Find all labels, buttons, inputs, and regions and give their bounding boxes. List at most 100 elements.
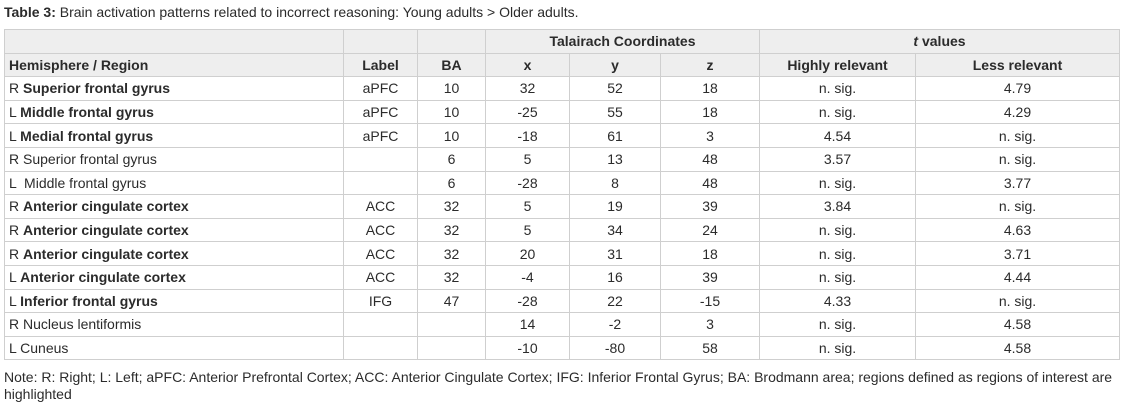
hemisphere: L — [9, 127, 21, 144]
cell-ba: 32 — [417, 264, 486, 290]
cell-ba: 32 — [417, 217, 486, 243]
col-header-highly-relevant: Highly relevant — [759, 52, 916, 78]
cell-highly-relevant: 4.33 — [759, 288, 916, 314]
cell-region: L Inferior frontal gyrus — [4, 288, 344, 314]
header-talairach: Talairach Coordinates — [485, 29, 760, 54]
table-row: R Superior frontal gyrus 6 5 13 48 3.57 n. sig… — [4, 146, 1120, 172]
cell-z: 18 — [660, 76, 760, 101]
region-name: Middle frontal gyrus — [24, 174, 147, 191]
cell-x: 32 — [485, 76, 570, 101]
cell-region: L Middle frontal gyrus — [4, 99, 344, 125]
cell-z: 48 — [660, 170, 760, 196]
caption-text: Brain activation patterns related to inc… — [55, 4, 579, 20]
col-header-region: Hemisphere / Region — [4, 52, 344, 78]
cell-less-relevant: 4.58 — [915, 335, 1120, 361]
region-name: Medial frontal gyrus — [20, 127, 154, 144]
cell-label — [343, 170, 418, 196]
cell-less-relevant: 4.44 — [915, 264, 1120, 290]
cell-y: -80 — [569, 335, 661, 361]
results-table: Talairach Coordinates t values Hemispher… — [4, 29, 1120, 361]
cell-ba: 10 — [417, 76, 486, 101]
cell-highly-relevant: n. sig. — [759, 76, 916, 101]
cell-x: -25 — [485, 99, 570, 125]
cell-z: 39 — [660, 264, 760, 290]
cell-x: 5 — [485, 194, 570, 219]
region-name: Anterior cingulate cortex — [23, 198, 189, 215]
cell-y: 16 — [569, 264, 661, 290]
cell-region: R Nucleus lentiformis — [4, 312, 344, 337]
region-name: Nucleus lentiformis — [23, 316, 142, 333]
cell-ba: 47 — [417, 288, 486, 314]
cell-x: -28 — [485, 170, 570, 196]
col-header-label: Label — [343, 52, 418, 78]
cell-label: ACC — [343, 241, 418, 266]
cell-label — [343, 335, 418, 361]
cell-highly-relevant: n. sig. — [759, 264, 916, 290]
col-header-x: x — [485, 52, 570, 78]
hemisphere: R — [9, 198, 23, 215]
table-row: L Middle frontal gyrus aPFC 10 -25 55 18 n. si… — [4, 99, 1120, 125]
cell-y: -2 — [569, 312, 661, 337]
cell-z: 24 — [660, 217, 760, 243]
hemisphere: L — [9, 174, 25, 191]
cell-less-relevant: 4.79 — [915, 76, 1120, 101]
hemisphere: R — [9, 151, 23, 168]
cell-label — [343, 146, 418, 172]
cell-ba: 32 — [417, 241, 486, 266]
region-name: Anterior cingulate cortex — [20, 269, 186, 286]
cell-label: ACC — [343, 264, 418, 290]
cell-y: 8 — [569, 170, 661, 196]
region-name: Anterior cingulate cortex — [23, 222, 189, 239]
table-row: R Anterior cingulate cortex ACC 32 20 31 18 n.… — [4, 241, 1120, 266]
header-row-columns: Hemisphere / Region Label BA x y z Highl… — [4, 52, 1120, 78]
cell-less-relevant: n. sig. — [915, 194, 1120, 219]
cell-region: R Anterior cingulate cortex — [4, 194, 344, 219]
table-row: L Inferior frontal gyrus IFG 47 -28 22 -15 4.3… — [4, 288, 1120, 314]
col-header-less-relevant: Less relevant — [915, 52, 1120, 78]
cell-region: L Anterior cingulate cortex — [4, 264, 344, 290]
table-row: L Medial frontal gyrus aPFC 10 -18 61 3 4.54 n.… — [4, 123, 1120, 148]
hemisphere: L — [9, 104, 21, 121]
cell-z: 3 — [660, 312, 760, 337]
region-name: Inferior frontal gyrus — [20, 292, 158, 309]
col-header-ba: BA — [417, 52, 486, 78]
cell-y: 13 — [569, 146, 661, 172]
cell-highly-relevant: 3.84 — [759, 194, 916, 219]
header-tvalues-rest: values — [918, 33, 966, 50]
header-empty-cell — [417, 29, 486, 54]
hemisphere: L — [9, 269, 21, 286]
cell-y: 19 — [569, 194, 661, 219]
cell-ba — [417, 312, 486, 337]
cell-z: 18 — [660, 241, 760, 266]
cell-highly-relevant: n. sig. — [759, 335, 916, 361]
cell-highly-relevant: 4.54 — [759, 123, 916, 148]
cell-highly-relevant: 3.57 — [759, 146, 916, 172]
cell-y: 31 — [569, 241, 661, 266]
table-row: L Anterior cingulate cortex ACC 32 -4 16 39 n.… — [4, 264, 1120, 290]
cell-z: 18 — [660, 99, 760, 125]
hemisphere: R — [9, 222, 23, 239]
cell-x: -28 — [485, 288, 570, 314]
cell-region: R Superior frontal gyrus — [4, 76, 344, 101]
cell-label: aPFC — [343, 123, 418, 148]
hemisphere: L — [9, 292, 21, 309]
cell-region: L Middle frontal gyrus — [4, 170, 344, 196]
cell-y: 61 — [569, 123, 661, 148]
cell-less-relevant: n. sig. — [915, 123, 1120, 148]
region-name: Middle frontal gyrus — [20, 104, 154, 121]
cell-less-relevant: 4.58 — [915, 312, 1120, 337]
caption-label: Table 3: — [4, 4, 56, 20]
cell-highly-relevant: n. sig. — [759, 170, 916, 196]
col-header-y: y — [569, 52, 661, 78]
cell-z: 3 — [660, 123, 760, 148]
cell-less-relevant: n. sig. — [915, 146, 1120, 172]
hemisphere: R — [9, 316, 23, 333]
cell-region: L Medial frontal gyrus — [4, 123, 344, 148]
header-tvalues-italic: t — [913, 33, 919, 50]
region-name: Superior frontal gyrus — [23, 151, 157, 168]
cell-ba: 6 — [417, 146, 486, 172]
cell-y: 22 — [569, 288, 661, 314]
header-tvalues: t values — [759, 29, 1120, 54]
hemisphere: R — [9, 80, 23, 97]
cell-label — [343, 312, 418, 337]
